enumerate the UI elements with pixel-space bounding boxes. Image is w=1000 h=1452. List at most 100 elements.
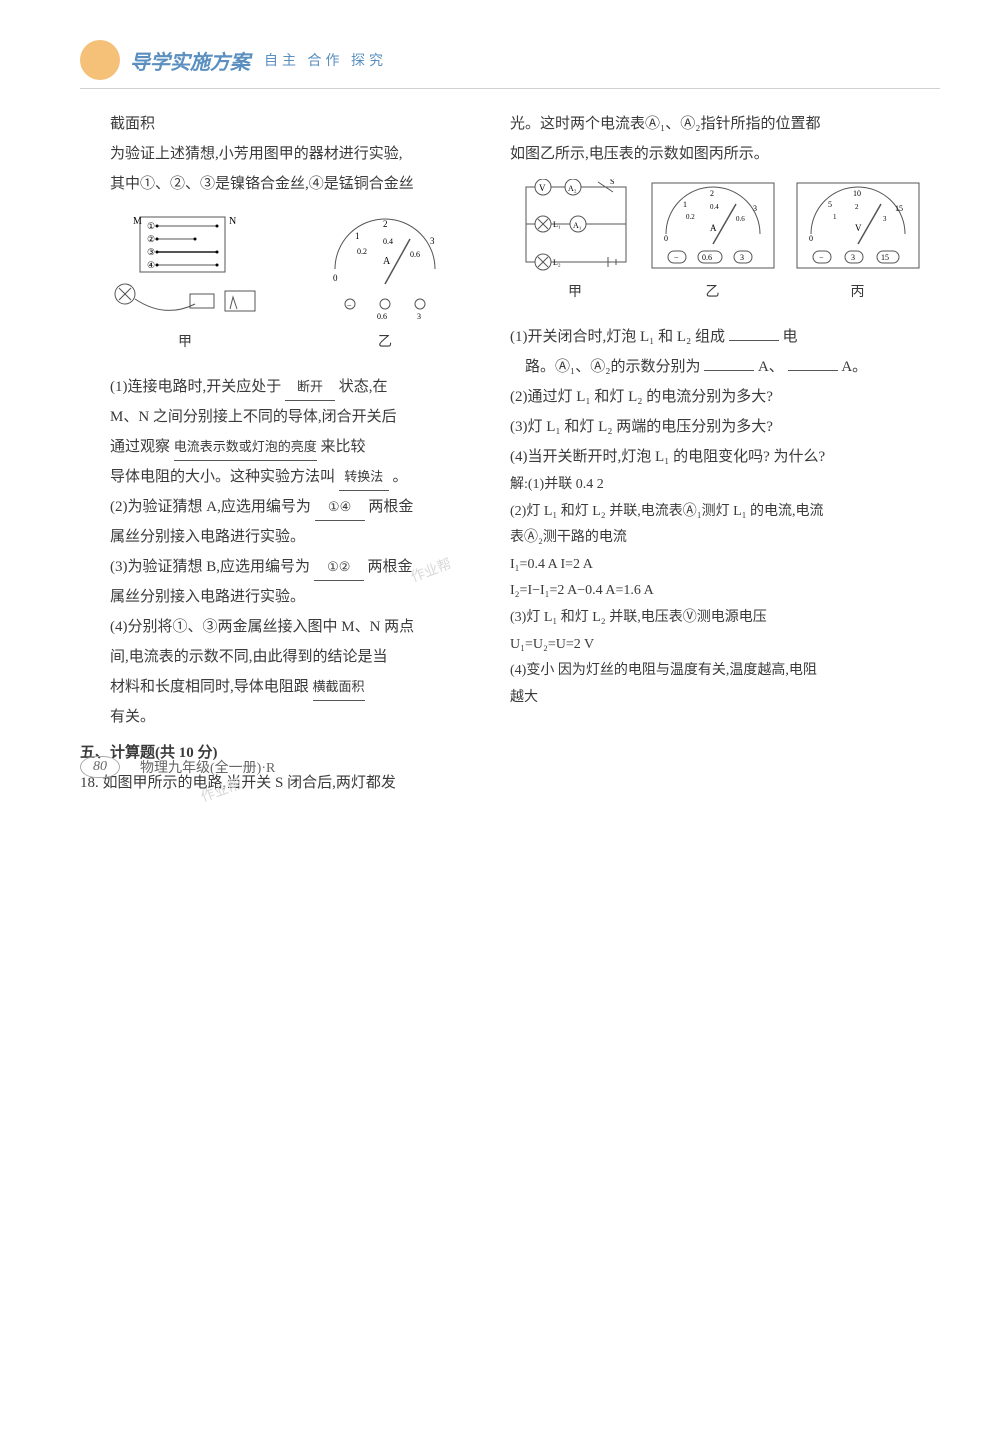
page-number: 80 (80, 756, 120, 778)
text: 两根金 (368, 559, 413, 575)
svg-text:0.2: 0.2 (357, 247, 367, 256)
blank: 转换法 (339, 464, 389, 491)
text: A。 (841, 359, 867, 375)
sol-line: (2)灯 L₁ 和灯 L₂ 并联,电流表Ⓐ₁测灯 L₁ 的电流,电流 (510, 499, 930, 526)
svg-text:−: − (819, 253, 824, 262)
q4-line: 材料和长度相同时,导体电阻跟 横截面积 (80, 672, 480, 702)
svg-text:5: 5 (828, 200, 832, 209)
text-line: (4)分别将①、③两金属丝接入图中 M、N 两点 (80, 612, 480, 642)
book-title: 物理九年级(全一册)·R (140, 757, 275, 777)
sol-line: U₁=U₂=U=2 V (510, 632, 930, 659)
svg-text:V: V (539, 183, 546, 193)
svg-text:0.6: 0.6 (410, 250, 420, 259)
text: 材料和长度相同时,导体电阻跟 (110, 679, 309, 695)
svg-text:L₂: L₂ (553, 258, 561, 267)
blank: ①④ (315, 494, 365, 521)
q1: (1)连接电路时,开关应处于 断开 状态,在 (80, 372, 480, 402)
figure-right: V A₂ S L₁ A₁ L₂ 甲 (510, 179, 930, 307)
mascot-icon (80, 40, 120, 80)
figure-left: M N ① ② ③ ④ 甲 (80, 209, 480, 357)
text-line: M、N 之间分别接上不同的导体,闭合开关后 (80, 402, 480, 432)
blank: 横截面积 (313, 674, 365, 701)
sol-line: 表Ⓐ₂测干路的电流 (510, 525, 930, 552)
text: (1)连接电路时,开关应处于 (110, 379, 281, 395)
text-line: 光。这时两个电流表Ⓐ₁、Ⓐ₂指针所指的位置都 (510, 109, 930, 139)
fig-label: 乙 (648, 279, 778, 307)
text-line: 属丝分别接入电路进行实验。 (80, 582, 480, 612)
text: 。 (393, 469, 408, 485)
svg-text:−: − (674, 253, 679, 262)
header-title: 导学实施方案 (130, 46, 250, 75)
sol-line: 越大 (510, 685, 930, 712)
blank: 电流表示数或灯泡的亮度 (174, 434, 317, 461)
text: 通过观察 (110, 439, 170, 455)
blank: ①② (314, 554, 364, 581)
text: 两根金 (368, 499, 413, 515)
svg-text:3: 3 (753, 204, 757, 213)
voltmeter-gauge: 0 5 10 15 1 2 3 V − 3 15 丙 (793, 179, 923, 307)
text-line: 属丝分别接入电路进行实验。 (80, 522, 480, 552)
sol-line: (4)变小 因为灯丝的电阻与温度有关,温度越高,电阻 (510, 658, 930, 685)
svg-text:0.4: 0.4 (710, 203, 719, 211)
q3: (3)为验证猜想 B,应选用编号为 ①② 两根金 (80, 552, 480, 582)
svg-text:0: 0 (333, 273, 338, 283)
sol-line: I₂=I−I₁=2 A−0.4 A=1.6 A (510, 578, 930, 605)
text-line: 为验证上述猜想,小芳用图甲的器材进行实验, (80, 139, 480, 169)
circuit-diagram: V A₂ S L₁ A₁ L₂ 甲 (518, 179, 633, 307)
text: (2)为验证猜想 A,应选用编号为 (110, 499, 311, 515)
svg-text:3: 3 (417, 312, 421, 321)
svg-text:V: V (855, 223, 862, 233)
fig-label: 丙 (793, 279, 923, 307)
svg-text:3: 3 (430, 236, 435, 246)
svg-text:15: 15 (895, 204, 903, 213)
svg-text:④: ④ (147, 260, 155, 270)
q3: (3)灯 L₁ 和灯 L₂ 两端的电压分别为多大? (510, 412, 930, 442)
q1-line2: 路。Ⓐ₁、Ⓐ₂的示数分别为 A、 A。 (510, 352, 930, 382)
svg-text:A₂: A₂ (568, 184, 577, 193)
blank (729, 340, 779, 341)
svg-text:0.6: 0.6 (736, 215, 745, 223)
blank (704, 370, 754, 371)
svg-text:3: 3 (740, 253, 744, 262)
svg-text:10: 10 (853, 189, 861, 198)
text: 状态,在 (339, 379, 388, 395)
svg-text:S: S (610, 179, 614, 186)
svg-text:0.6: 0.6 (377, 312, 387, 321)
svg-text:2: 2 (855, 203, 859, 211)
right-column: 光。这时两个电流表Ⓐ₁、Ⓐ₂指针所指的位置都 如图乙所示,电压表的示数如图丙所示… (510, 109, 930, 798)
header-subtitle: 自主 合作 探究 (264, 50, 387, 70)
text-line: 如图乙所示,电压表的示数如图丙所示。 (510, 139, 930, 169)
text: (3)为验证猜想 B,应选用编号为 (110, 559, 310, 575)
page-header: 导学实施方案 自主 合作 探究 (80, 40, 940, 89)
q1-line: 通过观察 电流表示数或灯泡的亮度 来比较 (80, 432, 480, 462)
svg-text:0.4: 0.4 (383, 237, 393, 246)
svg-text:−: − (347, 301, 352, 310)
circuit-diagram-jia: M N ① ② ③ ④ 甲 (105, 209, 265, 357)
ammeter-diagram-yi: 0 1 2 3 0.2 0.4 0.6 A − 0.6 3 乙 (315, 209, 455, 357)
svg-text:1: 1 (683, 200, 687, 209)
ammeter-gauge: 0 1 2 3 0.2 0.4 0.6 A − 0.6 3 乙 (648, 179, 778, 307)
svg-text:1: 1 (355, 231, 360, 241)
solution-block: 解:(1)并联 0.4 2 (2)灯 L₁ 和灯 L₂ 并联,电流表Ⓐ₁测灯 L… (510, 472, 930, 711)
fig-label-yi: 乙 (315, 329, 455, 357)
fig-label: 甲 (518, 279, 633, 307)
q2: (2)通过灯 L₁ 和灯 L₂ 的电流分别为多大? (510, 382, 930, 412)
svg-text:0.2: 0.2 (686, 213, 695, 221)
text-line: 间,电流表的示数不同,由此得到的结论是当 (80, 642, 480, 672)
label-N: N (229, 216, 236, 227)
text: 导体电阻的大小。这种实验方法叫 (110, 469, 335, 485)
svg-text:0: 0 (664, 234, 668, 243)
svg-text:A: A (710, 223, 717, 233)
left-column: 截面积 为验证上述猜想,小芳用图甲的器材进行实验, 其中①、②、③是镍铬合金丝,… (80, 109, 480, 798)
svg-text:L₁: L₁ (553, 220, 561, 229)
svg-text:3: 3 (851, 253, 855, 262)
svg-text:15: 15 (881, 253, 889, 262)
svg-text:①: ① (147, 221, 155, 231)
fig-label-jia: 甲 (105, 329, 265, 357)
text: 电 (783, 329, 798, 345)
page-footer: 80 物理九年级(全一册)·R (80, 756, 275, 778)
svg-text:0: 0 (809, 234, 813, 243)
sol-line: 解:(1)并联 0.4 2 (510, 472, 930, 499)
sol-line: (3)灯 L₁ 和灯 L₂ 并联,电压表Ⓥ测电源电压 (510, 605, 930, 632)
svg-text:0.6: 0.6 (702, 253, 712, 262)
